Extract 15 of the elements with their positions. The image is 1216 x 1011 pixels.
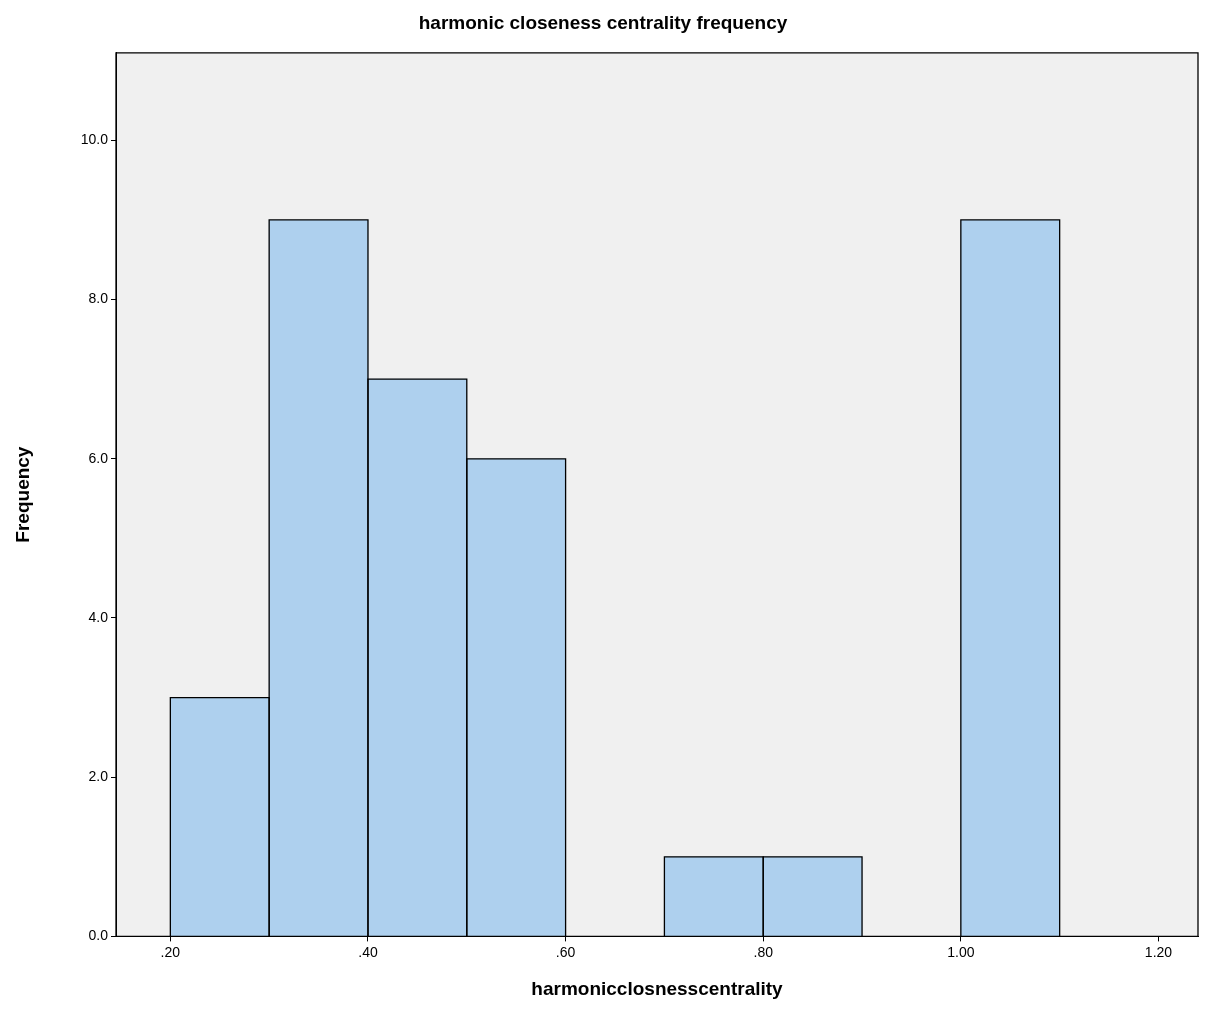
y-tick-label: 2.0 [88,768,109,785]
x-tick-label: .80 [753,943,774,960]
chart-title: harmonic closeness centrality frequency [418,11,788,33]
x-tick-label: .40 [358,943,378,960]
y-tick-label: 4.0 [88,608,109,625]
y-tick-label: 0.0 [88,927,109,944]
y-tick-label: 6.0 [88,449,109,466]
x-axis-title: harmonicclosnesscentrality [531,977,784,999]
y-tick-label: 10.0 [80,131,109,148]
x-tick-label: .60 [555,943,576,960]
x-tick-label: 1.00 [947,943,975,960]
y-axis-title: Frequency [11,446,33,543]
x-tick-label: .20 [160,943,181,960]
x-tick-label: 1.20 [1144,943,1173,960]
y-tick-label: 8.0 [88,290,109,307]
